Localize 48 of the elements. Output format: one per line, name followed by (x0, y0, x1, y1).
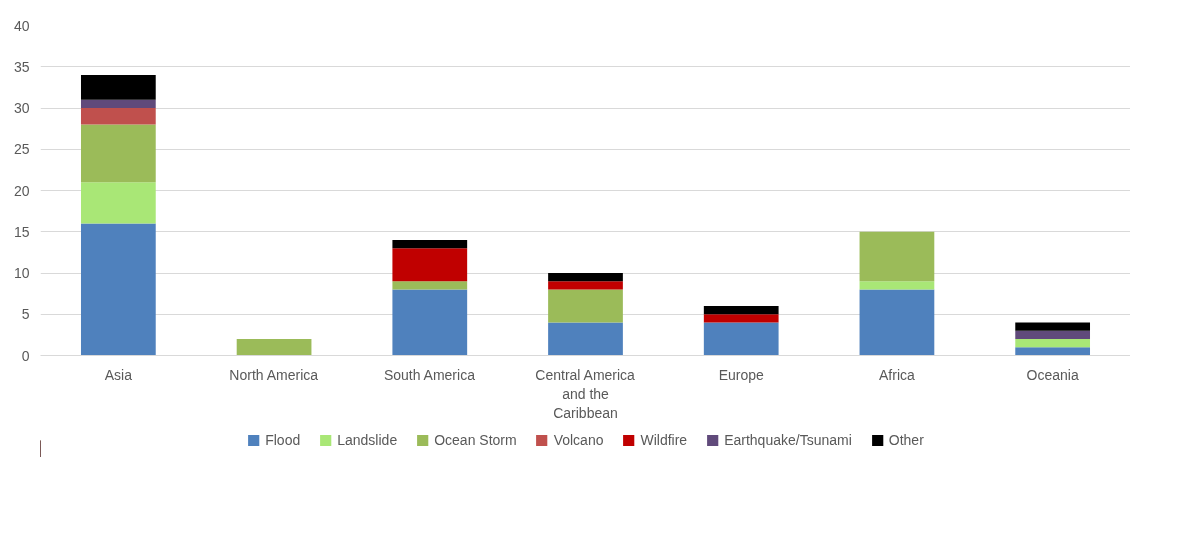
bar (703, 322, 779, 356)
bar (392, 240, 468, 249)
bar (1015, 330, 1091, 339)
legend-label: Landslide (337, 432, 398, 448)
x-tick-label: North America (229, 366, 319, 383)
y-tick-label: 0 (21, 347, 30, 364)
legend-label: Flood (265, 432, 301, 448)
legend-label: Wildfire (640, 432, 688, 448)
bar (703, 306, 779, 315)
bar (548, 322, 623, 356)
bar (80, 223, 156, 356)
x-tick-label: Oceania (1026, 366, 1079, 383)
x-tick-label: Asia (104, 366, 133, 383)
y-tick-label: 20 (13, 182, 30, 199)
bar (80, 182, 156, 224)
bar (859, 231, 935, 282)
y-tick-label: 35 (13, 58, 30, 75)
y-tick-label: 30 (13, 100, 30, 116)
x-tick-label: Central America and the Caribbean (535, 366, 636, 421)
bar (1015, 339, 1091, 348)
legend-label: Volcano (553, 432, 604, 448)
y-tick-label: 10 (13, 265, 30, 281)
bar (80, 75, 156, 100)
bar (1015, 347, 1091, 356)
bar (80, 108, 156, 125)
legend-label: Ocean Storm (434, 432, 517, 448)
bar (80, 99, 156, 108)
y-tick-label: 40 (13, 17, 30, 34)
y-tick-label: 15 (13, 223, 30, 240)
bar (392, 289, 468, 356)
bar (392, 248, 468, 282)
bar (548, 281, 623, 290)
bar (548, 289, 623, 323)
bar (1015, 322, 1091, 331)
x-tick-label: South America (383, 366, 476, 383)
bar (548, 273, 623, 282)
legend-label: Other (888, 432, 924, 448)
bar (80, 124, 156, 183)
bar (392, 281, 468, 290)
bar (859, 289, 935, 356)
y-tick-label: 25 (13, 141, 30, 158)
legend-label: Earthquake/Tsunami (724, 432, 852, 448)
y-tick-label: 5 (21, 306, 30, 323)
bar (703, 314, 779, 323)
bar (859, 281, 935, 290)
bar (236, 339, 312, 356)
x-tick-label: Africa (879, 366, 916, 383)
x-tick-label: Europe (718, 366, 764, 383)
